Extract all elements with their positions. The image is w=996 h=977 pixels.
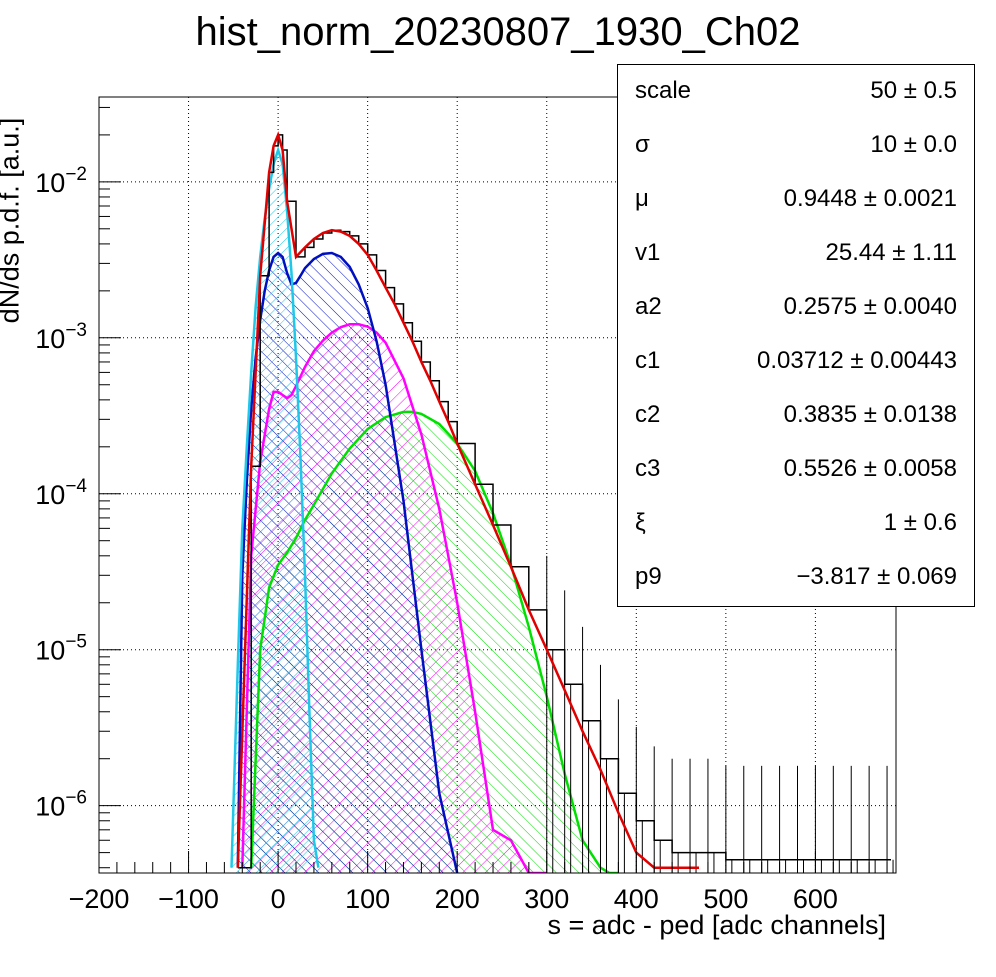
stat-row-mu: μ 0.9448 ± 0.0021: [618, 173, 974, 227]
y-tick-label: 10−6: [35, 788, 87, 822]
pe2-curve: [241, 323, 547, 873]
stat-row-a2: a2 0.2575 ± 0.0040: [618, 281, 974, 335]
chart-title: hist_norm_20230807_1930_Ch02: [195, 10, 801, 54]
x-tick-label: 0: [271, 884, 286, 914]
total-fit-curve: [236, 131, 699, 869]
component-fills: [231, 150, 619, 873]
y-axis-label: dN/ds p.d.f. [a.u.]: [0, 117, 25, 324]
stat-value: 10 ± 0.0: [870, 131, 957, 158]
y-tick-label: 10−3: [35, 320, 87, 354]
stat-name: ξ: [635, 509, 646, 536]
stat-name: scale: [635, 77, 692, 104]
x-tick-label: 300: [524, 884, 569, 914]
stat-name: c2: [635, 401, 661, 428]
stat-name: μ: [635, 185, 649, 212]
stat-name: σ: [635, 131, 650, 158]
stat-row-c2: c2 0.3835 ± 0.0138: [618, 389, 974, 443]
stat-row-c3: c3 0.5526 ± 0.0058: [618, 443, 974, 497]
stat-name: v1: [635, 239, 661, 266]
stat-value: 1 ± 0.6: [883, 509, 957, 536]
stat-value: 50 ± 0.5: [870, 77, 957, 104]
pedestal-curve: [230, 145, 320, 868]
x-tick-label: 400: [614, 884, 659, 914]
pe3-curve: [249, 410, 619, 873]
stat-row-c1: c1 0.03712 ± 0.00443: [618, 335, 974, 389]
stat-row-p9: p9 −3.817 ± 0.069: [618, 551, 974, 605]
stat-row-v1: v1 25.44 ± 1.11: [618, 227, 974, 281]
x-tick-label: 200: [435, 884, 480, 914]
stat-value: −3.817 ± 0.069: [796, 563, 957, 590]
y-tick-label: 10−2: [35, 164, 87, 198]
stat-value: 0.2575 ± 0.0040: [783, 293, 957, 320]
stat-row-xi: ξ 1 ± 0.6: [618, 497, 974, 551]
series-lines: [230, 131, 894, 873]
stat-value: 25.44 ± 1.11: [825, 239, 958, 266]
stat-name: c3: [635, 455, 661, 482]
stat-value: 0.3835 ± 0.0138: [783, 401, 957, 428]
stat-row-scale: scale 50 ± 0.5: [618, 65, 974, 119]
stat-row-sigma: σ 10 ± 0.0: [618, 119, 974, 173]
x-tick-label: 500: [703, 884, 748, 914]
tick-labels: −200 −100 0 100 200 300 400 500 600 10−6 10−5 10−4 1…: [35, 164, 838, 914]
stat-value: 0.5526 ± 0.0058: [783, 455, 957, 482]
x-tick-label: −100: [158, 884, 219, 914]
stat-name: c1: [635, 347, 661, 374]
y-tick-label: 10−4: [35, 476, 87, 510]
stat-name: p9: [635, 563, 662, 590]
x-tick-label: 100: [345, 884, 390, 914]
x-axis-label: s = adc - ped [adc channels]: [547, 910, 886, 940]
y-tick-label: 10−5: [35, 632, 87, 666]
stat-name: a2: [635, 293, 662, 320]
x-tick-label: −200: [69, 884, 130, 914]
fit-stats-box: scale 50 ± 0.5 σ 10 ± 0.0 μ 0.9448 ± 0.0…: [617, 64, 975, 607]
x-tick-label: 600: [793, 884, 838, 914]
stat-value: 0.9448 ± 0.0021: [783, 185, 957, 212]
stat-value: 0.03712 ± 0.00443: [756, 347, 957, 374]
pedestal-fill-area: [231, 150, 319, 873]
axis-ticks: [98, 106, 888, 873]
